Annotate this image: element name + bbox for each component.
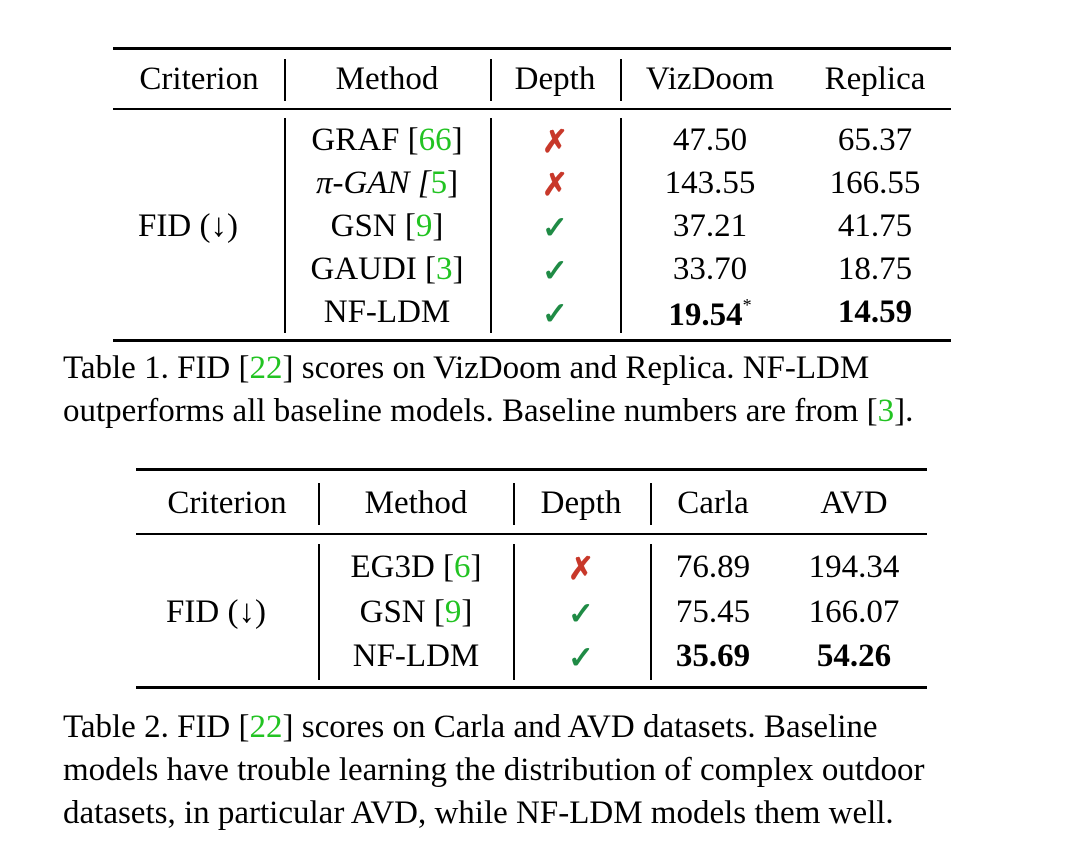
- cross-mark-icon: ✗: [542, 167, 568, 202]
- caption-line: models have trouble learning the distrib…: [63, 752, 925, 788]
- table-1-col-divider: [284, 59, 286, 101]
- table-2-method: NF-LDM: [352, 638, 480, 674]
- table-2-col-divider: [513, 483, 515, 525]
- table-1-caption: Table 1. FID [22] scores on VizDoom and …: [63, 347, 913, 433]
- table-1-header-replica: Replica: [824, 61, 926, 97]
- citation-link[interactable]: 6: [454, 549, 471, 585]
- table-1-method: GRAF [66]: [311, 122, 463, 158]
- table-2-caption: Table 2. FID [22] scores on Carla and AV…: [63, 706, 924, 835]
- table-1-replica-best-value: 14.59: [837, 294, 913, 330]
- table-1-vizdoom-value: 143.55: [664, 165, 756, 201]
- table-2-header-rule: [136, 533, 927, 535]
- caption-line: outperforms all baseline models. Baselin…: [63, 393, 914, 429]
- table-2-carla-value: 75.45: [675, 594, 751, 630]
- table-2-header-depth: Depth: [540, 485, 622, 521]
- check-mark-icon: ✓: [542, 296, 568, 331]
- table-1-vizdoom-value: 37.21: [672, 208, 748, 244]
- citation-link[interactable]: 9: [444, 594, 462, 630]
- table-1-header-vizdoom: VizDoom: [645, 61, 775, 97]
- citation-link[interactable]: 22: [249, 350, 283, 386]
- table-2-header-criterion: Criterion: [167, 485, 287, 521]
- table-2-avd-value: 166.07: [808, 594, 900, 630]
- table-2-header-method: Method: [364, 485, 468, 521]
- table-1-method: π-GAN [5]: [315, 165, 459, 201]
- citation-link[interactable]: 3: [436, 251, 453, 287]
- table-2-criterion-fid: FID (↓): [166, 594, 266, 630]
- table-1-col-divider: [620, 59, 622, 101]
- table-2-bottom-rule: [136, 686, 927, 689]
- table-2-avd-best-value: 54.26: [816, 638, 892, 674]
- table-2-col-divider: [513, 544, 515, 680]
- table-1-vizdoom-value: 33.70: [672, 251, 748, 287]
- citation-link[interactable]: 3: [877, 393, 895, 429]
- table-1-header-method: Method: [335, 61, 439, 97]
- table-2-carla-best-value: 35.69: [675, 638, 751, 674]
- table-2-carla-value: 76.89: [675, 549, 751, 585]
- table-2-col-divider: [318, 544, 320, 680]
- table-1-bottom-rule: [113, 339, 951, 342]
- table-1-vizdoom-value: 47.50: [672, 122, 748, 158]
- table-1-vizdoom-best-value: 19.54*: [668, 295, 752, 333]
- table-1-replica-value: 18.75: [837, 251, 913, 287]
- check-mark-icon: ✓: [542, 253, 568, 288]
- table-2-col-divider: [318, 483, 320, 525]
- table-2-method: EG3D [6]: [350, 549, 482, 585]
- citation-link[interactable]: 66: [418, 122, 452, 158]
- table-2-method: GSN [9]: [359, 594, 473, 630]
- check-mark-icon: ✓: [568, 596, 594, 631]
- table-1-header-rule: [113, 108, 951, 110]
- cross-mark-icon: ✗: [568, 551, 594, 586]
- table-1-criterion-fid: FID (↓): [138, 208, 238, 244]
- check-mark-icon: ✓: [542, 210, 568, 245]
- citation-link[interactable]: 5: [430, 165, 448, 201]
- table-1-top-rule: [113, 47, 951, 50]
- citation-link[interactable]: 22: [249, 709, 283, 745]
- table-2-col-divider: [650, 483, 652, 525]
- table-1-header-criterion: Criterion: [139, 61, 259, 97]
- table-2-col-divider: [650, 544, 652, 680]
- table-1-header-depth: Depth: [514, 61, 596, 97]
- table-1-replica-value: 65.37: [837, 122, 913, 158]
- table-2-top-rule: [136, 468, 927, 471]
- table-2-header-carla: Carla: [677, 485, 749, 521]
- table-1-col-divider: [620, 118, 622, 333]
- caption-line: datasets, in particular AVD, while NF-LD…: [63, 795, 894, 831]
- table-2-avd-value: 194.34: [808, 549, 900, 585]
- table-1-method: NF-LDM: [323, 294, 451, 330]
- table-1-col-divider: [284, 118, 286, 333]
- cross-mark-icon: ✗: [542, 124, 568, 159]
- table-1-replica-value: 166.55: [829, 165, 921, 201]
- table-2-header-avd: AVD: [820, 485, 888, 521]
- table-1-method: GAUDI [3]: [310, 251, 464, 287]
- caption-line: Table 2. FID [22] scores on Carla and AV…: [63, 709, 878, 745]
- table-1-col-divider: [490, 118, 492, 333]
- table-1-method: GSN [9]: [330, 208, 444, 244]
- citation-link[interactable]: 9: [415, 208, 433, 244]
- caption-line: Table 1. FID [22] scores on VizDoom and …: [63, 350, 870, 386]
- table-1-col-divider: [490, 59, 492, 101]
- table-1-replica-value: 41.75: [837, 208, 913, 244]
- check-mark-icon: ✓: [568, 640, 594, 675]
